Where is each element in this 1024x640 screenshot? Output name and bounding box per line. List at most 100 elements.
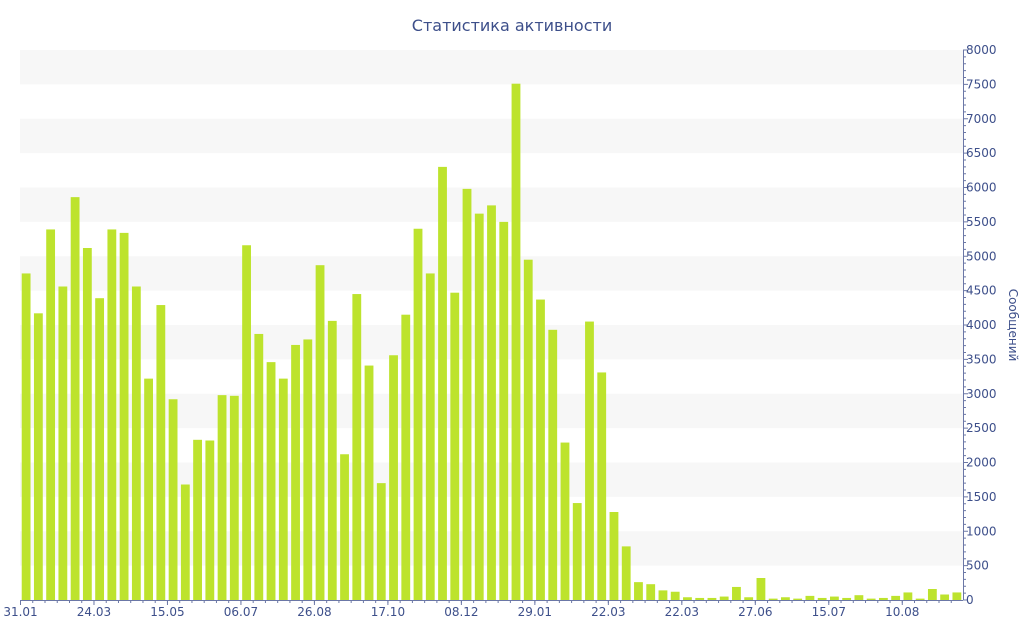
bar: [70, 197, 80, 601]
y-tick-label: 1000: [966, 524, 997, 538]
y-tick-label: 2500: [966, 421, 997, 435]
y-tick-label: 3500: [966, 352, 997, 366]
bar: [891, 595, 901, 601]
y-tick-label: 6500: [966, 146, 997, 160]
bar: [511, 83, 521, 600]
bar: [21, 273, 31, 600]
y-tick-label: 4000: [966, 318, 997, 332]
grid-band: [20, 118, 963, 154]
x-tick-label: 22.03: [591, 605, 625, 619]
bar: [585, 321, 594, 600]
bar: [58, 286, 68, 600]
bar: [340, 454, 349, 600]
bar: [144, 378, 153, 601]
bar: [597, 372, 607, 600]
bar: [315, 265, 325, 600]
bar: [695, 597, 705, 600]
x-tick-label: 10.08: [885, 605, 919, 619]
bar: [278, 378, 288, 601]
x-tick-label: 17.10: [371, 605, 405, 619]
bar: [46, 229, 56, 600]
x-tick-label: 26.08: [297, 605, 331, 619]
bar: [413, 228, 423, 600]
bar: [732, 586, 741, 600]
x-tick-label: 06.07: [224, 605, 258, 619]
y-tick-label: 500: [966, 559, 989, 573]
y-tick-label: 0: [966, 593, 974, 607]
bar: [425, 273, 435, 600]
bar: [82, 248, 92, 600]
y-tick-label: 5500: [966, 215, 997, 229]
bar: [609, 512, 619, 600]
y-tick-label: 2000: [966, 456, 997, 470]
bar: [768, 598, 778, 601]
y-tick-label: 6000: [966, 181, 997, 195]
bar: [95, 298, 105, 600]
bar: [523, 259, 533, 600]
bar: [805, 595, 815, 601]
bars-group: [21, 83, 962, 601]
x-tick-label: 22.03: [665, 605, 699, 619]
bar: [450, 292, 460, 600]
y-tick-label: 5000: [966, 249, 997, 263]
bar: [793, 598, 803, 601]
bar: [119, 232, 129, 601]
bar: [842, 597, 852, 600]
bar: [33, 313, 43, 600]
bar: [352, 294, 362, 600]
y-axis-label: Сообщений: [1006, 289, 1020, 362]
bar: [205, 440, 215, 600]
bar: [866, 598, 876, 601]
bar: [229, 395, 239, 600]
bar: [131, 286, 141, 600]
bar: [560, 442, 570, 600]
bar: [646, 584, 656, 600]
bar: [572, 503, 582, 600]
bar: [266, 362, 276, 601]
bar: [830, 596, 839, 600]
bar: [915, 598, 925, 601]
x-tick-label: 29.01: [518, 605, 552, 619]
bar: [180, 484, 190, 600]
bar: [940, 594, 950, 600]
bar: [291, 344, 300, 600]
bar: [878, 597, 888, 600]
x-tick-label: 15.07: [812, 605, 846, 619]
bar: [903, 592, 913, 600]
bar: [156, 305, 166, 600]
bar: [193, 439, 202, 600]
x-tick-label: 15.05: [150, 605, 184, 619]
y-tick-label: 7500: [966, 77, 997, 91]
bar: [217, 395, 227, 601]
bar: [536, 299, 545, 600]
bar: [401, 314, 411, 600]
y-tick-label: 7000: [966, 112, 997, 126]
bar: [389, 355, 398, 600]
chart-title: Статистика активности: [412, 16, 612, 35]
bar: [438, 166, 447, 601]
bar: [658, 590, 668, 601]
x-tick-label: 31.01: [3, 605, 37, 619]
bar: [744, 597, 754, 600]
y-tick-label: 4500: [966, 284, 997, 298]
bar: [634, 582, 643, 601]
bar: [327, 320, 337, 601]
bar: [487, 205, 496, 601]
bar: [621, 546, 631, 601]
bar: [683, 597, 692, 600]
bar: [756, 578, 766, 600]
bar: [781, 597, 790, 600]
x-tick-label: 24.03: [77, 605, 111, 619]
x-ticks-group: 31.01 24.03 15.05 06.07 26.08 17.10 08.12 29.01…: [3, 600, 952, 619]
bar: [499, 221, 509, 601]
bar: [303, 339, 313, 600]
bar: [254, 333, 264, 600]
bar: [707, 597, 717, 600]
bar: [168, 399, 178, 600]
bar: [952, 592, 962, 600]
bar: [462, 188, 472, 600]
bar: [242, 245, 251, 600]
bar: [376, 483, 386, 601]
y-tick-label: 3000: [966, 387, 997, 401]
bar: [719, 596, 729, 600]
